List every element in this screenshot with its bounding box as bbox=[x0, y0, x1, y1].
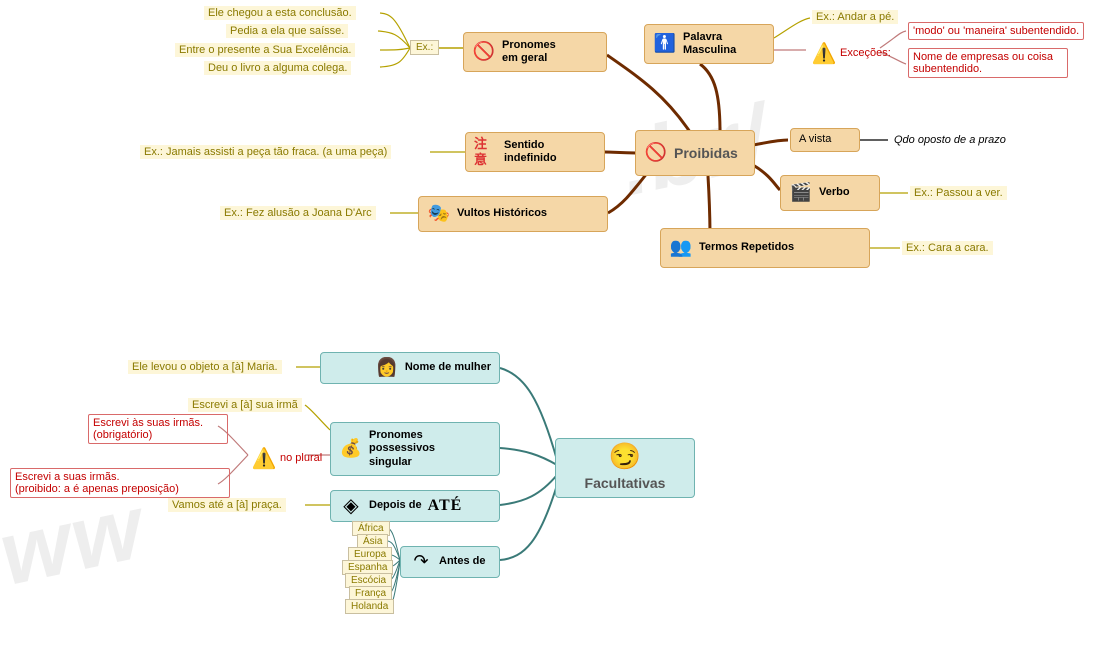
ex-pronomes-2: Entre o presente a Sua Excelência. bbox=[175, 43, 355, 57]
depois-ate-label: Depois de bbox=[369, 499, 422, 512]
connector-lines bbox=[0, 0, 1106, 647]
vultos-label: Vultos Históricos bbox=[457, 207, 547, 220]
ex-depois-ate: Vamos até a [à] praça. bbox=[168, 498, 286, 512]
node-sentido-indefinido: 注意 Sentido indefinido bbox=[465, 132, 605, 172]
ex-avista: Qdo oposto de a prazo bbox=[890, 133, 1010, 147]
node-palavra-masculina: 🚹 Palavra Masculina bbox=[644, 24, 774, 64]
termos-label: Termos Repetidos bbox=[699, 241, 794, 254]
warning-icon-2: ⚠️ bbox=[252, 446, 276, 470]
palavra-warn-1: Nome de empresas ou coisa subentendido. bbox=[908, 48, 1068, 78]
ex-palavra-top: Ex.: Andar a pé. bbox=[812, 10, 898, 24]
avista-label: A vista bbox=[799, 133, 831, 146]
node-pron-poss: 💰 Pronomes possessivos singular bbox=[330, 422, 500, 476]
palavra-label: Palavra Masculina bbox=[683, 31, 736, 57]
nome-mulher-label: Nome de mulher bbox=[405, 361, 491, 374]
diamond-icon: ◈ bbox=[339, 494, 363, 518]
pron-poss-label: Pronomes possessivos singular bbox=[369, 429, 435, 469]
node-pronomes: 🚫 Pronomes em geral bbox=[463, 32, 607, 72]
ex-sentido: Ex.: Jamais assisti a peça tão fraca. (a… bbox=[140, 145, 391, 159]
ex-label: Ex.: bbox=[416, 42, 433, 53]
antes-de-label: Antes de bbox=[439, 555, 485, 568]
film-icon: 🎬 bbox=[789, 181, 813, 205]
node-a-vista: A vista bbox=[790, 128, 860, 152]
ate-icon: ATÉ bbox=[428, 496, 463, 515]
no-plural-label: no plural bbox=[280, 452, 322, 464]
ex-vultos: Ex.: Fez alusão a Joana D'Arc bbox=[220, 206, 376, 220]
proibidas-label: Proibidas bbox=[674, 145, 738, 162]
verbo-label: Verbo bbox=[819, 186, 850, 199]
woman-icon: 👩 bbox=[375, 356, 399, 380]
ex-pronomes-0: Ele chegou a esta conclusão. bbox=[204, 6, 356, 20]
facultativas-label: Facultativas bbox=[585, 475, 666, 492]
antes-6: Holanda bbox=[345, 599, 394, 614]
attention-icon: 注意 bbox=[474, 140, 498, 164]
plural-warn-1: Escrevi a suas irmãs. (proibido: a é ape… bbox=[10, 468, 230, 498]
node-antes-de: ↷ Antes de bbox=[400, 546, 500, 578]
people-icon: 👥 bbox=[669, 236, 693, 260]
sentido-label: Sentido indefinido bbox=[504, 139, 557, 165]
ex-label-box: Ex.: bbox=[410, 40, 439, 55]
node-proibidas: 🚫 Proibidas bbox=[635, 130, 755, 176]
forbidden-icon: 🚫 bbox=[644, 141, 668, 165]
ex-nome-mulher: Ele levou o objeto a [à] Maria. bbox=[128, 360, 282, 374]
person-block-icon: 🚫 bbox=[472, 40, 496, 64]
excecoes-label: Exceções: bbox=[840, 47, 891, 59]
warning-icon: ⚠️ bbox=[812, 41, 836, 65]
node-facultativas: 😏 Facultativas bbox=[555, 438, 695, 498]
bust-icon: 🎭 bbox=[427, 202, 451, 226]
ex-pron-poss-top: Escrevi a [à] sua irmã bbox=[188, 398, 302, 412]
node-termos: 👥 Termos Repetidos bbox=[660, 228, 870, 268]
smile-icon: 😏 bbox=[613, 445, 637, 469]
palavra-warn-0: 'modo' ou 'maneira' subentendido. bbox=[908, 22, 1084, 40]
node-nome-mulher: 👩 Nome de mulher bbox=[320, 352, 500, 384]
ex-pronomes-3: Deu o livro a alguma colega. bbox=[204, 61, 351, 75]
node-vultos: 🎭 Vultos Históricos bbox=[418, 196, 608, 232]
no-plural-row: ⚠️ no plural bbox=[248, 445, 326, 471]
ex-termos: Ex.: Cara a cara. bbox=[902, 241, 993, 255]
plural-warn-0: Escrevi às suas irmãs. (obrigatório) bbox=[88, 414, 228, 444]
ex-verbo: Ex.: Passou a ver. bbox=[910, 186, 1007, 200]
excecoes-row: ⚠️ Exceções: bbox=[808, 40, 895, 66]
pronomes-label: Pronomes em geral bbox=[502, 39, 556, 65]
person-icon: 🚹 bbox=[653, 32, 677, 56]
bag-icon: 💰 bbox=[339, 437, 363, 461]
ex-pronomes-1: Pedia a ela que saísse. bbox=[226, 24, 348, 38]
arrow-down-icon: ↷ bbox=[409, 550, 433, 574]
node-verbo: 🎬 Verbo bbox=[780, 175, 880, 211]
node-depois-ate: ◈ Depois de ATÉ bbox=[330, 490, 500, 522]
